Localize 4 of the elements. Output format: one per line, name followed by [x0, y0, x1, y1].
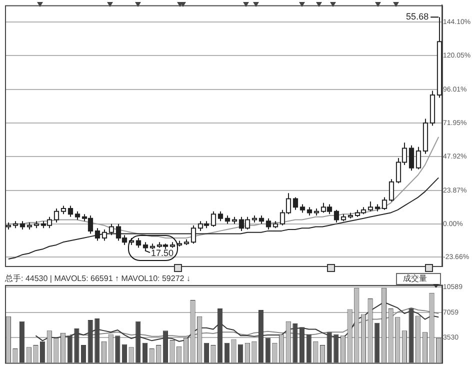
text: 成交量 [403, 274, 427, 284]
annotation: 55.68 [406, 12, 429, 22]
text: 总手: 44530 | MAVOL5: 66591 ↑ MAVOL10: 59272 ↓ [4, 274, 190, 284]
annotation: 17.50 [150, 248, 174, 258]
